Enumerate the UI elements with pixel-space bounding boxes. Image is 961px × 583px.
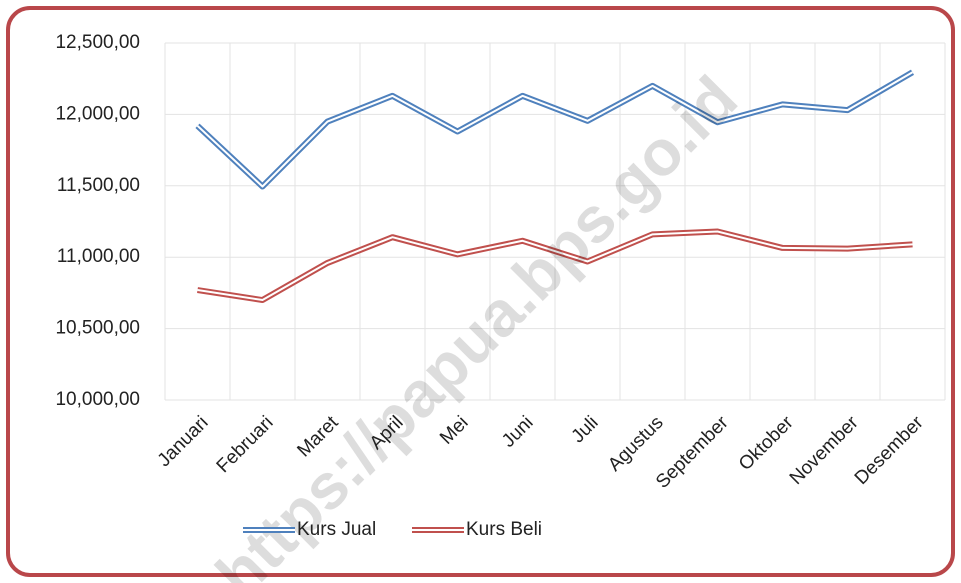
y-tick-label: 12,500,00 <box>55 32 140 53</box>
y-tick-label: 11,000,00 <box>57 246 140 267</box>
y-tick-label: 10,500,00 <box>55 318 140 339</box>
legend-label: Kurs Jual <box>297 519 376 540</box>
y-tick-label: 11,500,00 <box>57 175 140 196</box>
frame <box>6 6 955 577</box>
y-tick-label: 12,000,00 <box>55 103 140 124</box>
legend-label: Kurs Beli <box>466 519 542 540</box>
series-line-inner <box>196 71 914 188</box>
y-tick-label: 10,000,00 <box>55 389 140 410</box>
series-line-inner <box>197 230 913 302</box>
